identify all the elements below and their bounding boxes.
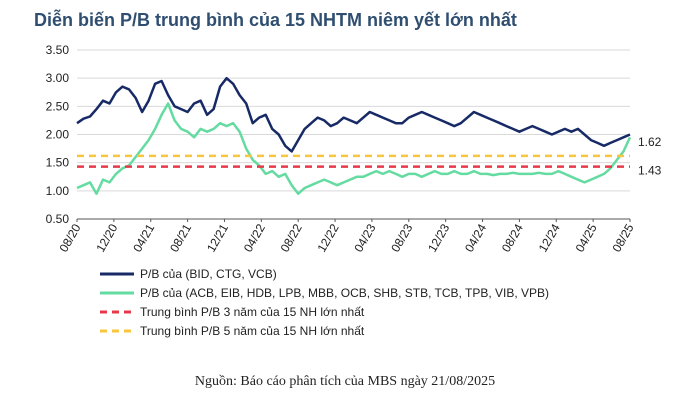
legend: P/B của (BID, CTG, VCB) P/B của (ACB, EIB… [100,267,549,338]
y-tick-label: 0.50 [46,212,70,226]
x-tick-label: 08/20 [56,221,83,254]
y-tick-label: 3.50 [46,43,70,57]
legend-label: Trung bình P/B 5 năm của 15 NH lớn nhất [140,324,365,338]
x-tick-label: 04/24 [462,221,489,254]
x-tick-label: 08/22 [278,221,305,254]
chart-title: Diễn biến P/B trung bình của 15 NHTM niê… [34,10,517,30]
x-tick-label: 04/25 [573,221,600,254]
series-lines [76,76,632,195]
y-tick-label: 1.50 [46,156,70,170]
x-tick-label: 08/23 [388,221,415,254]
x-tick-label: 08/24 [499,221,526,254]
y-tick-label: 3.00 [46,71,70,85]
y-tick-label: 2.50 [46,99,70,113]
x-tick-label: 12/21 [204,221,231,254]
value-annotation: 1.43 [638,164,662,178]
annotations: 1.62 1.43 [638,135,662,178]
legend-label: Trung bình P/B 3 năm của 15 NH lớn nhất [140,305,365,319]
chart-canvas: 3.503.002.502.001.501.000.50 08/20 12/20 0… [46,43,662,338]
x-tick-label: 04/22 [241,221,268,254]
x-tick-label: 12/24 [536,221,563,254]
x-tick-label: 08/25 [609,221,636,254]
x-tick-label: 08/21 [167,221,194,254]
legend-label: P/B của (BID, CTG, VCB) [140,267,277,281]
value-annotation: 1.62 [638,135,662,149]
y-tick-label: 1.00 [46,184,70,198]
gridlines [77,49,630,220]
x-tick-label: 12/22 [315,221,342,254]
y-tick-label: 2.00 [46,128,70,142]
x-tick-label: 04/23 [351,221,378,254]
source-note: Nguồn: Báo cáo phân tích của MBS ngày 21… [194,374,496,389]
series-line-2 [76,102,632,195]
x-tick-label: 12/20 [93,221,120,254]
y-axis-ticks: 3.50 3.00 2.50 2.00 1.50 1.00 0.50 [46,43,70,226]
x-tick-label: 04/21 [130,221,157,254]
x-axis-ticks: 08/20 12/20 04/21 08/21 12/21 04/22 08/22 12/22… [56,219,637,255]
series-line-1 [76,76,631,153]
legend-label: P/B của (ACB, EIB, HDB, LPB, MBB, OCB, S… [140,286,549,300]
x-tick-label: 12/23 [425,221,452,254]
